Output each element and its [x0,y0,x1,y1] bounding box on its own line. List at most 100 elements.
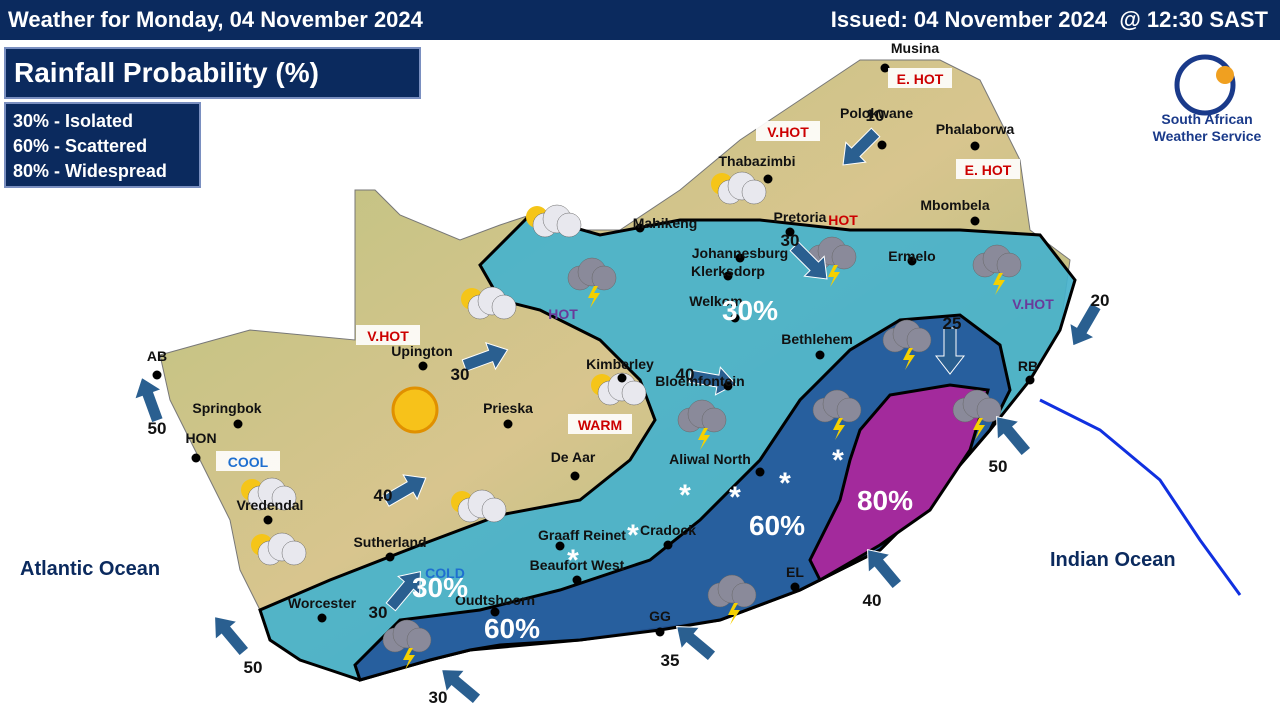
wind-speed-label: 30 [451,365,470,384]
temperature-label-box [888,68,952,88]
wind-arrow-shape [867,548,903,590]
sun-icon [391,386,439,434]
wind-arrow-shape [134,376,164,424]
wind-arrow-shape [382,474,427,507]
town-dot [735,253,745,263]
cloud-icon [591,265,617,291]
lightning-icon [728,603,740,625]
lightning-icon [698,428,710,450]
temperature-label: HOT [548,306,578,322]
town-dot [418,361,428,371]
logo-sun [1216,66,1234,84]
wind-arrow [382,474,427,507]
town-dot [815,350,825,360]
logo-mark [1174,54,1236,116]
header-title: Weather for Monday, 04 November 2024 [8,7,424,32]
town-label: Vredendal [237,497,304,513]
town-label: De Aar [551,449,596,465]
wind-arrow-shape [996,415,1032,457]
wind-arrow [842,127,881,166]
temperature-label: V.HOT [367,328,409,344]
town-dot [723,271,733,281]
zone-80 [808,383,990,583]
probability-label: 60% [484,613,540,644]
town-label: AB [147,348,167,364]
town-dot [663,540,673,550]
wind-speed-label: 30 [369,603,388,622]
town-label: Kimberley [586,356,654,372]
town-dot [152,370,162,380]
temperature-label-box [568,414,632,434]
probability-label: 80% [857,485,913,516]
wind-arrow [867,548,903,590]
header-issued: Issued: 04 November 2024 @ 12:30 SAST [831,7,1269,32]
town-label: Oudtshoorn [455,592,535,608]
wind-arrow [134,376,164,424]
wind-arrow-shape [214,615,250,657]
town-dot [907,256,917,266]
cloud-icon [556,212,582,238]
wind-arrow [461,342,509,372]
wind-arrow [675,626,717,662]
temperature-label: V.HOT [767,124,809,140]
wind-speed-label: 50 [989,457,1008,476]
temperature-label-box [216,451,280,471]
town-dot [385,552,395,562]
wind-arrow [440,669,482,705]
town-dot [877,140,887,150]
wind-speed-label: 35 [661,651,680,670]
legend: 30% - Isolated 60% - Scattered 80% - Wides… [13,111,167,181]
town-label: Aliwal North [669,451,751,467]
town-label: EL [786,564,804,580]
wind-arrow [385,570,421,612]
wind-speed-label: 30 [429,688,448,707]
town-dot [635,223,645,233]
wind-speed-label: 50 [148,419,167,438]
temperature-label: E. HOT [965,162,1012,178]
temperature-label-box [956,159,1020,179]
town-label: Phalaborwa [936,121,1015,137]
wind-speed-label: 20 [1091,291,1110,310]
town-dot [570,471,580,481]
wind-speed-label: 40 [676,365,695,384]
town-label: Mbombela [920,197,989,213]
wind-arrow-shape [675,626,717,662]
snow-star: * [779,467,791,500]
cloud-icon [741,179,767,205]
town-dot [970,216,980,226]
wind-speed-label: 40 [374,486,393,505]
town-dot [503,419,513,429]
snow-star: * [832,444,844,477]
wind-speed-label: 40 [863,591,882,610]
panel-title: Rainfall Probability (%) [14,57,319,88]
lightning-icon [833,418,845,440]
town-dot [880,63,890,73]
cloud-icon [836,397,862,423]
town-label: Klerksdorp [691,263,765,279]
cloud-icon [701,407,727,433]
lightning-icon [993,273,1005,295]
wind-arrow-shape [440,669,482,705]
town-label: Polokwane [840,105,913,121]
wind-speed-label: 25 [943,314,962,333]
town-label: Springbok [192,400,261,416]
lightning-icon [828,265,840,287]
wind-arrow [214,615,250,657]
town-label: HON [185,430,216,446]
cloud-icon [976,397,1002,423]
cloud-icon [271,485,297,511]
wind-arrow-shape [385,570,421,612]
legend-box [4,102,201,188]
town-dot [790,582,800,592]
town-label: Sutherland [353,534,426,550]
town-dot [490,607,500,617]
wind-arrow-shape [1069,302,1102,347]
snow-star: * [729,481,741,514]
cloud-icon [491,294,517,320]
town-dot [263,515,273,525]
temperature-label: HOT [828,212,858,228]
cloud-icon [831,244,857,270]
town-dot [191,453,201,463]
cloud-icon [906,327,932,353]
